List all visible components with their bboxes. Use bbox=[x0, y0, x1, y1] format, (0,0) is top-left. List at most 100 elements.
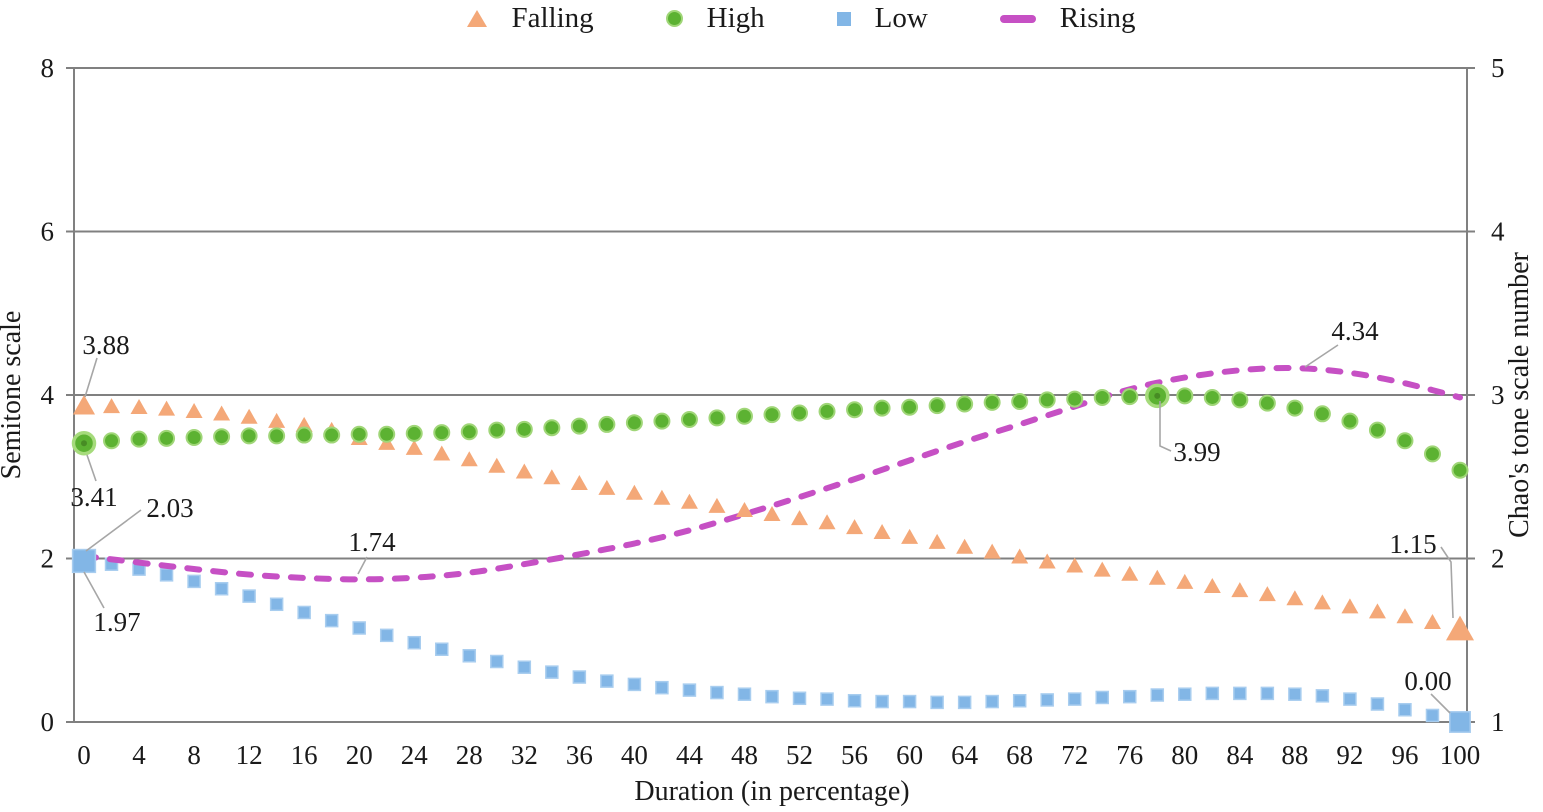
high-marker bbox=[625, 414, 643, 432]
falling-marker bbox=[268, 412, 286, 428]
x-tick-label: 12 bbox=[236, 740, 263, 770]
low-marker bbox=[627, 677, 642, 692]
low-marker bbox=[1233, 686, 1247, 701]
falling-marker bbox=[570, 474, 588, 490]
x-axis-title: Duration (in percentage) bbox=[634, 776, 909, 807]
high-marker bbox=[1176, 387, 1194, 405]
rising-curve bbox=[81, 365, 1463, 583]
annotation-label: 4.34 bbox=[1331, 316, 1379, 346]
x-tick-label: 16 bbox=[291, 740, 318, 770]
left-tick-label: 4 bbox=[41, 380, 55, 410]
falling-marker bbox=[1341, 598, 1359, 614]
low-marker bbox=[214, 581, 229, 596]
x-tick-label: 20 bbox=[346, 740, 373, 770]
x-tick-label: 52 bbox=[786, 740, 813, 770]
rising-dash-icon bbox=[999, 14, 1036, 23]
x-tick-label: 36 bbox=[566, 740, 593, 770]
low-marker bbox=[324, 613, 339, 628]
annotation-leader bbox=[1304, 344, 1339, 368]
annotation-label: 3.88 bbox=[82, 330, 129, 360]
falling-marker bbox=[130, 398, 148, 414]
low-marker bbox=[902, 694, 917, 709]
falling-marker bbox=[103, 398, 121, 414]
x-tick-label: 76 bbox=[1116, 740, 1143, 770]
low-marker bbox=[600, 674, 614, 688]
low-marker bbox=[1067, 692, 1082, 706]
annotation-label: 1.74 bbox=[348, 527, 396, 557]
high-marker bbox=[185, 429, 203, 447]
low-marker bbox=[1449, 711, 1471, 733]
falling-marker bbox=[1313, 594, 1331, 610]
high-marker bbox=[1313, 405, 1331, 423]
legend-label: High bbox=[706, 2, 765, 34]
falling-marker bbox=[818, 514, 836, 530]
low-marker bbox=[269, 597, 284, 612]
legend-item-rising: Rising bbox=[999, 2, 1136, 35]
high-marker bbox=[350, 425, 368, 443]
left-tick-label: 6 bbox=[41, 217, 55, 247]
low-marker bbox=[1315, 689, 1330, 703]
x-tick-label: 40 bbox=[621, 740, 648, 770]
falling-marker bbox=[1176, 573, 1194, 589]
x-tick-label: 4 bbox=[132, 740, 146, 770]
low-marker bbox=[187, 574, 201, 589]
high-marker bbox=[791, 404, 809, 422]
x-tick-label: 0 bbox=[77, 740, 91, 770]
low-marker bbox=[737, 687, 752, 701]
annotation-leader bbox=[1440, 546, 1454, 619]
x-tick-label: 92 bbox=[1336, 740, 1363, 770]
annotation-leader bbox=[85, 509, 142, 552]
high-marker-dot bbox=[81, 440, 87, 447]
high-marker bbox=[901, 398, 919, 416]
right-tick-label: 2 bbox=[1491, 544, 1505, 574]
left-axis-title: Semitone scale bbox=[0, 311, 27, 480]
high-marker bbox=[460, 423, 478, 441]
falling-marker bbox=[901, 528, 919, 544]
falling-marker bbox=[1368, 603, 1386, 619]
low-marker bbox=[435, 642, 449, 656]
falling-marker bbox=[158, 400, 176, 416]
high-marker bbox=[1286, 399, 1304, 417]
falling-marker bbox=[1423, 613, 1441, 629]
low-marker bbox=[1150, 688, 1165, 702]
falling-marker bbox=[515, 463, 533, 479]
x-tick-label: 32 bbox=[511, 740, 538, 770]
high-marker-dot bbox=[1154, 392, 1161, 399]
annotation-leader bbox=[86, 454, 97, 482]
falling-marker bbox=[956, 538, 974, 554]
falling-marker bbox=[1258, 586, 1276, 602]
high-marker bbox=[735, 407, 753, 425]
low-marker bbox=[1260, 686, 1275, 701]
low-marker bbox=[1425, 708, 1440, 723]
falling-marker bbox=[433, 445, 451, 461]
falling-marker bbox=[653, 489, 671, 505]
falling-marker bbox=[708, 497, 726, 513]
high-marker bbox=[1203, 388, 1221, 406]
low-marker bbox=[1343, 692, 1357, 706]
falling-marker bbox=[1396, 608, 1414, 624]
high-marker bbox=[240, 427, 258, 445]
annotation-leader bbox=[1430, 693, 1451, 714]
falling-marker bbox=[1203, 577, 1221, 593]
low-marker bbox=[930, 695, 944, 710]
high-marker bbox=[598, 415, 616, 433]
legend-item-low: Low bbox=[836, 2, 928, 35]
annotation-leader bbox=[357, 556, 368, 575]
falling-marker bbox=[1121, 565, 1139, 581]
high-marker bbox=[956, 395, 974, 413]
high-marker bbox=[268, 427, 286, 445]
legend-label: Rising bbox=[1059, 2, 1136, 34]
falling-marker bbox=[873, 524, 891, 540]
low-marker bbox=[1040, 693, 1054, 707]
falling-marker bbox=[185, 403, 203, 419]
high-marker bbox=[1423, 445, 1441, 463]
high-marker bbox=[653, 412, 671, 430]
high-marker bbox=[1368, 421, 1386, 439]
right-tick-label: 4 bbox=[1491, 217, 1505, 247]
high-marker bbox=[295, 426, 313, 444]
low-marker bbox=[847, 693, 862, 708]
high-marker bbox=[680, 411, 698, 429]
falling-marker bbox=[1286, 590, 1304, 606]
high-marker bbox=[515, 420, 533, 438]
